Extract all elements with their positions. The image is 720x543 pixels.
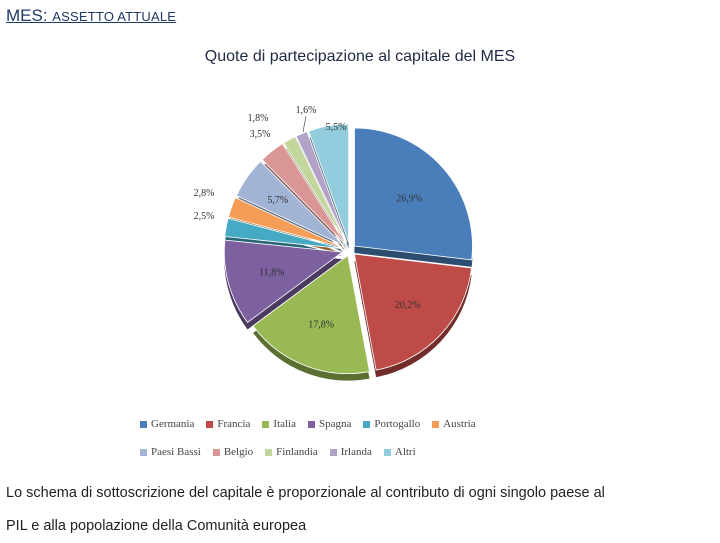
slide-title-sub: ASSETTO ATTUALE <box>52 9 177 24</box>
data-label-paesi-bassi: 5,7% <box>267 195 288 206</box>
legend-item-belgio: Belgio <box>212 446 254 458</box>
pie-slice-portogallo <box>224 217 343 249</box>
pie-slice-finlandia <box>283 135 347 244</box>
leader-line-irlanda <box>302 115 307 133</box>
legend-item-italia: Italia <box>262 418 296 430</box>
legend-label: Spagna <box>318 418 352 430</box>
legend-item-francia: Francia <box>206 418 250 430</box>
legend-label: Austria <box>443 418 476 430</box>
legend-label: Altri <box>394 446 416 458</box>
legend-swatch <box>206 420 214 428</box>
legend-swatch <box>307 420 315 428</box>
data-label-austria: 2,8% <box>194 188 215 199</box>
pie-slice-francia <box>353 253 473 371</box>
legend-row: Paesi Bassi Belgio Finlandia Irlanda Altri <box>140 438 580 466</box>
pie-slice-spagna <box>223 239 344 324</box>
data-label-irlanda: 1,6% <box>296 105 317 116</box>
data-label-portogallo: 2,5% <box>194 211 215 222</box>
data-label-italia: 17,8% <box>308 320 334 331</box>
legend-label: Irlanda <box>340 446 372 458</box>
legend-swatch <box>363 420 371 428</box>
legend-item-irlanda: Irlanda <box>329 446 372 458</box>
pie-chart: 26,9% 20,2% 17,8% 11,8% 2,5% 2,8% 5,7% 3,5% 1,8%… <box>194 105 473 381</box>
pie-slice-italia <box>252 254 371 374</box>
legend-label: Finlandia <box>276 446 318 458</box>
legend-swatch <box>383 448 391 456</box>
pie-slice-belgio <box>261 143 346 245</box>
legend-item-germania: Germania <box>140 418 194 430</box>
data-label-germania: 26,9% <box>396 193 422 204</box>
caption-line-1: Lo schema di sottoscrizione del capitale… <box>6 485 605 501</box>
legend-swatch <box>329 448 337 456</box>
legend-swatch <box>432 420 440 428</box>
legend-item-paesi-bassi: Paesi Bassi <box>140 446 201 458</box>
legend-item-finlandia: Finlandia <box>265 446 318 458</box>
legend-swatch <box>140 448 147 456</box>
legend-swatch <box>140 420 147 428</box>
slide-title-main: MES: <box>6 6 48 25</box>
data-label-finlandia: 1,8% <box>248 113 269 124</box>
legend-swatch <box>265 448 273 456</box>
legend-label: Italia <box>273 418 296 430</box>
legend-item-spagna: Spagna <box>307 418 352 430</box>
legend-row: Germania Francia Italia Spagna Portogallo Aus… <box>140 410 580 438</box>
data-label-belgio: 3,5% <box>250 129 271 140</box>
data-label-altri: 5,5% <box>326 122 347 133</box>
pie-slice-germania <box>354 127 473 261</box>
legend-label: Portogallo <box>374 418 421 430</box>
legend-item-austria: Austria <box>432 418 476 430</box>
pie-slice-irlanda <box>295 131 348 243</box>
data-label-francia: 20,2% <box>395 300 421 311</box>
legend-label: Paesi Bassi <box>151 446 201 458</box>
slide-title: MES: ASSETTO ATTUALE <box>6 6 176 26</box>
caption: Lo schema di sottoscrizione del capitale… <box>6 477 716 543</box>
legend-swatch <box>212 448 220 456</box>
caption-line-2: PIL e alla popolazione della Comunità eu… <box>6 518 307 534</box>
legend-item-altri: Altri <box>383 446 416 458</box>
pie-slice-altri <box>308 123 350 243</box>
legend-label: Germania <box>151 418 195 430</box>
chart-legend: Germania Francia Italia Spagna Portogallo Aus… <box>140 410 580 466</box>
legend-item-portogallo: Portogallo <box>363 418 420 430</box>
chart-title: Quote di partecipazione al capitale del … <box>204 48 516 65</box>
legend-label: Francia <box>217 418 251 430</box>
legend-label: Belgio <box>223 446 254 458</box>
pie-slice-paesi-bassi <box>235 160 344 246</box>
pie-slice-austria <box>227 197 343 248</box>
legend-swatch <box>262 420 270 428</box>
data-label-spagna: 11,8% <box>259 268 284 279</box>
